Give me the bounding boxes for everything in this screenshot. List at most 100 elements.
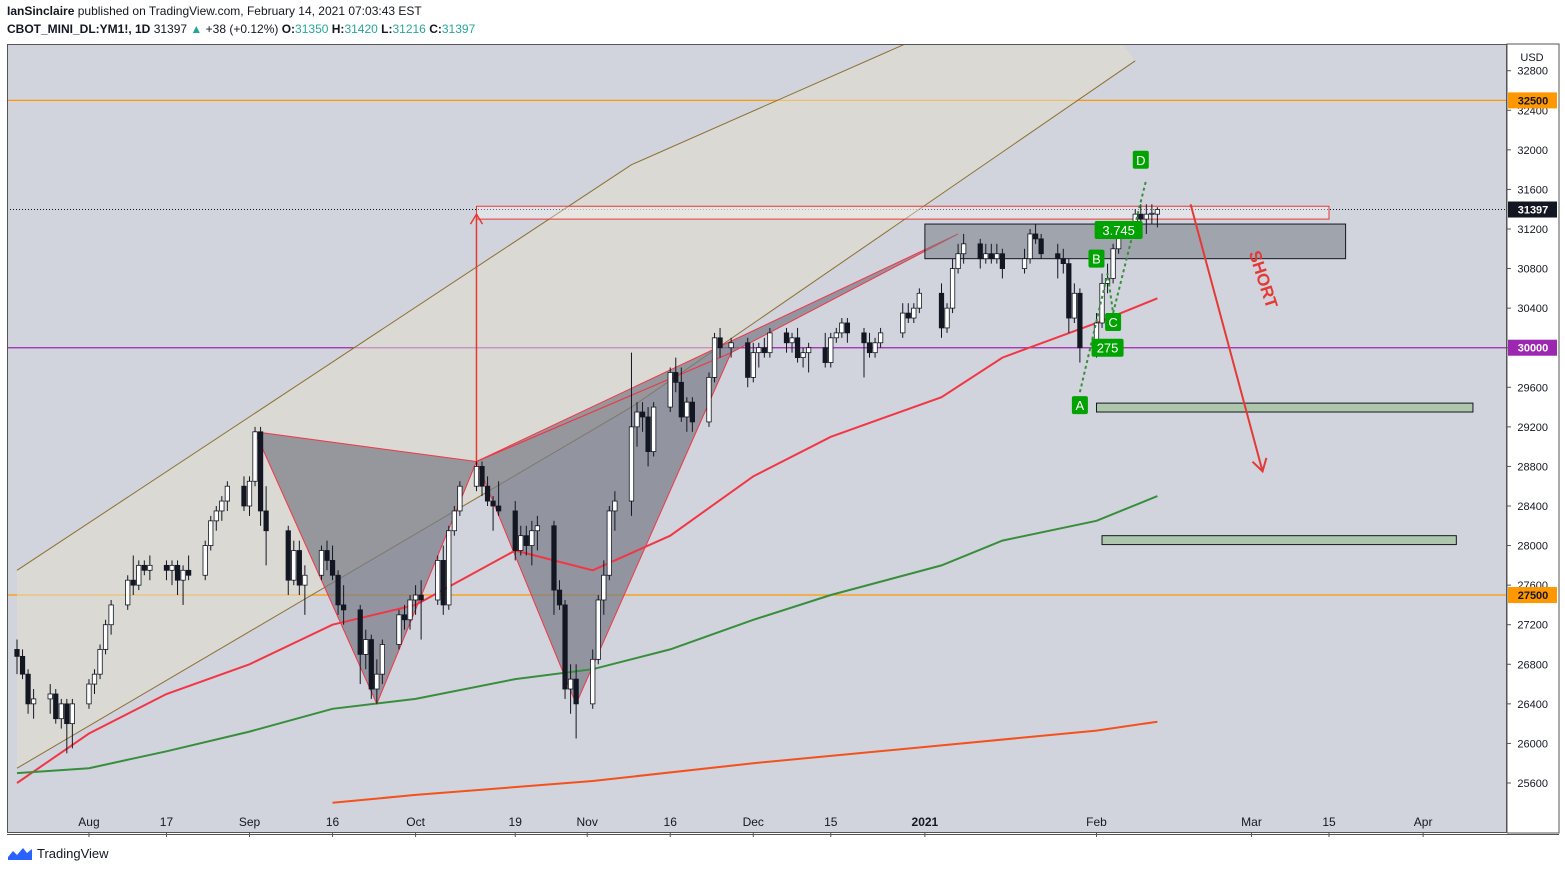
candle [91, 673, 98, 685]
open-value: 31350 [295, 22, 329, 36]
candle [446, 530, 452, 606]
y-tick-label: 32000 [1517, 145, 1548, 157]
y-tick-label: 31200 [1517, 224, 1548, 236]
candle [1066, 263, 1072, 319]
badge-3.745 [1094, 220, 1143, 239]
badge-C [1105, 312, 1122, 331]
author-name: IanSinclaire [7, 4, 75, 18]
candle [689, 401, 695, 423]
candle [994, 253, 1000, 260]
pattern2-triangle [476, 233, 959, 462]
badge-label-275: 275 [1097, 341, 1119, 356]
candle [53, 693, 59, 720]
candle [363, 639, 369, 655]
candle [302, 574, 308, 586]
low-label: L: [381, 22, 393, 36]
channel-fill [17, 44, 1136, 769]
candle [728, 342, 734, 349]
candle [634, 411, 640, 428]
candle [407, 599, 413, 621]
candle [125, 579, 131, 606]
candle [523, 535, 529, 546]
candle [64, 703, 70, 725]
price-tag-27500 [1508, 587, 1557, 604]
candle [628, 426, 635, 502]
candle [324, 550, 330, 561]
short-arrow-line [1189, 204, 1264, 472]
candle [473, 466, 480, 487]
candle [440, 560, 446, 606]
candle [219, 500, 225, 512]
badge-label-A: A [1076, 398, 1085, 413]
candle [684, 401, 690, 418]
candle [490, 500, 496, 507]
price-tag-30000 [1508, 339, 1557, 356]
candle [296, 550, 302, 586]
candle [877, 332, 884, 344]
open-label: O: [281, 22, 296, 36]
candle [396, 614, 402, 645]
candle [263, 510, 269, 532]
x-tick-label: Oct [406, 815, 425, 829]
badge-label-C: C [1108, 315, 1117, 330]
candle [102, 624, 109, 650]
low-value: 31216 [392, 22, 426, 36]
y-tick-label: 28000 [1517, 541, 1548, 553]
candle [484, 485, 491, 502]
x-tick-label: 2021 [912, 815, 939, 829]
candle [1138, 213, 1144, 220]
candle [833, 332, 839, 339]
candle [651, 406, 657, 452]
x-tick-label: Feb [1086, 815, 1107, 829]
candle [789, 337, 795, 344]
candle [174, 564, 181, 581]
y-tick-label: 26000 [1517, 738, 1548, 750]
change-up-icon: ▲ [190, 22, 203, 36]
candle [911, 307, 917, 319]
candle [47, 693, 53, 700]
candle [357, 609, 363, 655]
candle [673, 372, 679, 383]
candle [916, 292, 922, 309]
candle [180, 569, 186, 581]
price-tag-label-32500: 32500 [1518, 95, 1549, 107]
candle [368, 639, 374, 690]
candle [130, 579, 136, 586]
candle [612, 500, 618, 512]
footer-brand-label: TradingView [37, 845, 109, 861]
x-tick-label: 16 [664, 815, 678, 829]
price-tag-31397 [1508, 201, 1557, 218]
candle [745, 342, 751, 378]
candle [828, 337, 834, 363]
symbol-info: CBOT_MINI_DL:YM1!, 1D 31397 ▲ +38 (+0.12… [7, 22, 475, 36]
candle [374, 673, 380, 690]
candle [983, 253, 989, 260]
moving-average-3 [332, 720, 1158, 804]
candle [756, 347, 762, 354]
price-tag-label-31397: 31397 [1518, 205, 1549, 217]
close-value: 31397 [441, 22, 476, 36]
candle [518, 535, 524, 551]
candle [412, 594, 419, 601]
symbol-name: CBOT_MINI_DL:YM1!, 1D [7, 22, 151, 36]
currency-label: USD [1520, 52, 1543, 64]
candle [645, 416, 651, 452]
pattern1-triangle-left [254, 431, 478, 706]
candle [512, 510, 518, 551]
y-tick-label: 26400 [1517, 699, 1548, 711]
x-tick-label: Mar [1241, 815, 1262, 829]
candle [949, 268, 956, 309]
candle [147, 564, 153, 571]
candle [208, 520, 214, 546]
badge-label-3.745: 3.745 [1102, 223, 1135, 238]
badge-A [1071, 396, 1088, 415]
candle [717, 337, 723, 349]
candle [900, 312, 906, 334]
candle [285, 530, 291, 581]
candle [30, 698, 37, 705]
x-tick-label: 17 [160, 815, 174, 829]
candle [767, 332, 773, 354]
candle [19, 655, 26, 675]
y-tick-label: 28800 [1517, 461, 1548, 473]
